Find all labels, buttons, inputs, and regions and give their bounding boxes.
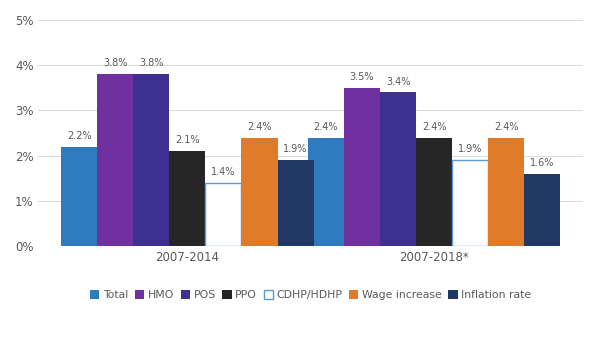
Text: 3.4%: 3.4% [386,77,410,87]
Bar [308,137,344,246]
Legend: Total, HMO, POS, PPO, CDHP/HDHP, Wage increase, Inflation rate: Total, HMO, POS, PPO, CDHP/HDHP, Wage in… [86,286,536,304]
Text: 2.4%: 2.4% [314,122,338,132]
Text: 2.4%: 2.4% [494,122,518,132]
Bar [133,74,169,246]
Bar [97,74,133,246]
Bar [380,92,416,246]
Text: 2.4%: 2.4% [247,122,271,132]
Text: 3.8%: 3.8% [103,58,127,68]
Bar [61,147,97,246]
Bar [242,137,277,246]
Text: 3.8%: 3.8% [139,58,164,68]
Text: 1.9%: 1.9% [283,144,308,154]
Bar [344,88,380,246]
Text: 1.9%: 1.9% [458,144,483,154]
Text: 2.4%: 2.4% [422,122,446,132]
Bar [206,183,242,246]
Bar [416,137,452,246]
Text: 2.1%: 2.1% [175,135,200,145]
Bar [169,151,206,246]
Bar [488,137,524,246]
Text: 1.4%: 1.4% [211,167,236,177]
Bar [452,160,488,246]
Text: 2.2%: 2.2% [67,131,91,141]
Text: 1.6%: 1.6% [530,158,554,168]
Bar [277,160,313,246]
Bar [524,174,560,246]
Text: 3.5%: 3.5% [350,72,374,82]
